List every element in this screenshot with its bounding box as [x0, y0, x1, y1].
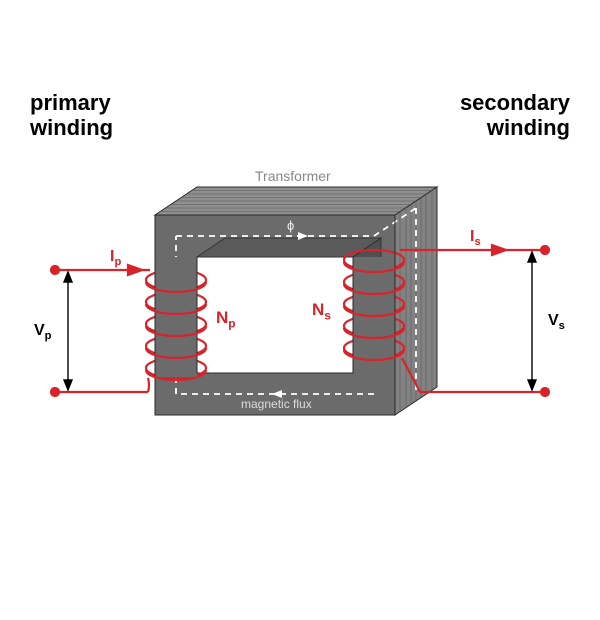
is-label: Is — [470, 228, 481, 248]
primary-leads — [51, 265, 150, 396]
ip-label: Ip — [110, 248, 121, 268]
magnetic-flux-label: magnetic flux — [241, 397, 312, 411]
phi-label: ϕ — [287, 218, 294, 233]
transformer-diagram: primary winding secondary winding Transf… — [0, 0, 600, 620]
vs-arrow — [528, 252, 536, 390]
vp-arrow — [64, 272, 72, 390]
ns-label: Ns — [312, 300, 331, 322]
vs-label: Vs — [548, 312, 565, 332]
np-label: Np — [216, 308, 236, 330]
transformer-label: Transformer — [255, 168, 331, 184]
primary-heading: primary winding — [30, 90, 113, 141]
vp-label: Vp — [34, 322, 52, 342]
secondary-heading: secondary winding — [460, 90, 570, 141]
